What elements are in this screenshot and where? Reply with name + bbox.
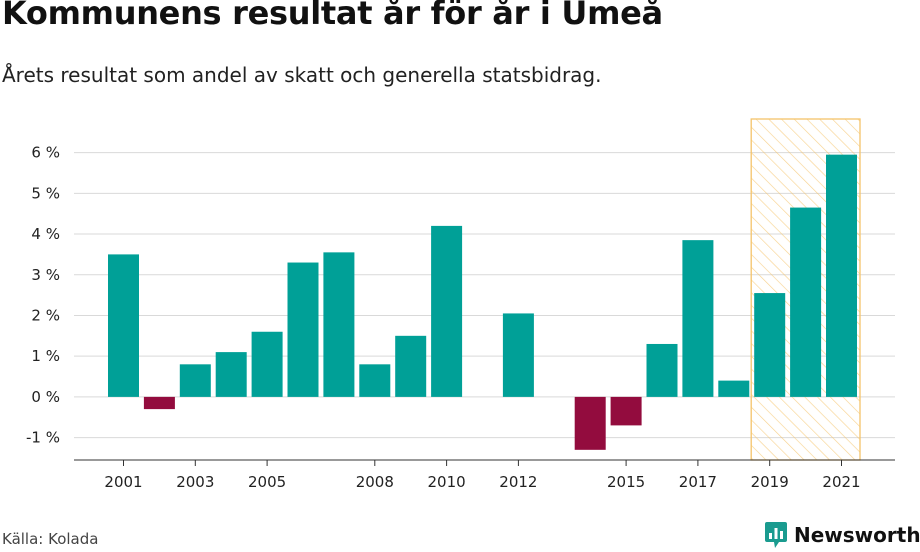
x-tick-label: 2017 [679, 473, 717, 491]
bar-2014 [574, 396, 606, 450]
bar-2020 [790, 207, 822, 397]
bar-2007 [323, 252, 355, 397]
bar-2004 [215, 352, 247, 397]
brand-name: Newsworthy [794, 523, 920, 547]
chart-title: Kommunens resultat år för år i Umeå [2, 0, 663, 32]
newsworthy-icon [765, 522, 787, 548]
bar-2018 [718, 380, 750, 397]
y-tick-label: 0 % [31, 388, 60, 406]
axes: -1 % 0 % 1 % 2 % 3 % 4 % 5 % 6 % 2001 2003 2005 200… [26, 144, 895, 491]
chart-subtitle: Årets resultat som andel av skatt och ge… [2, 63, 602, 87]
y-tick-label: -1 % [26, 429, 60, 447]
x-tick-label: 2015 [607, 473, 645, 491]
bar-2010 [431, 225, 463, 397]
bar-2006 [287, 262, 319, 397]
y-tick-label: 5 % [31, 184, 60, 202]
x-tick-label: 2019 [751, 473, 789, 491]
x-tick-label: 2005 [248, 473, 286, 491]
y-tick-label: 2 % [31, 306, 60, 324]
newsworthy-logo: Newsworthy [764, 520, 920, 550]
bar-2015 [610, 396, 642, 426]
y-tick-label: 1 % [31, 347, 60, 365]
bar-2012 [502, 313, 534, 397]
y-tick-label: 6 % [31, 144, 60, 162]
y-tick-label: 3 % [31, 266, 60, 284]
bar-2017 [682, 240, 714, 397]
bar-2003 [179, 364, 211, 397]
bar-2016 [646, 343, 678, 397]
x-tick-label: 2021 [822, 473, 860, 491]
bar-2001 [108, 254, 139, 397]
x-tick-label: 2010 [428, 473, 466, 491]
bar-2002 [143, 396, 175, 410]
source-note: Källa: Kolada [2, 530, 99, 548]
bar-2019 [754, 293, 786, 397]
x-tick-label: 2008 [356, 473, 394, 491]
x-tick-label: 2012 [499, 473, 537, 491]
bar-2009 [395, 335, 427, 397]
bar-2008 [359, 364, 391, 397]
bar-2005 [251, 331, 283, 397]
x-tick-label: 2003 [176, 473, 214, 491]
x-tick-label: 2001 [104, 473, 142, 491]
y-tick-label: 4 % [31, 225, 60, 243]
bar-2021 [826, 154, 857, 397]
bars [108, 154, 857, 450]
